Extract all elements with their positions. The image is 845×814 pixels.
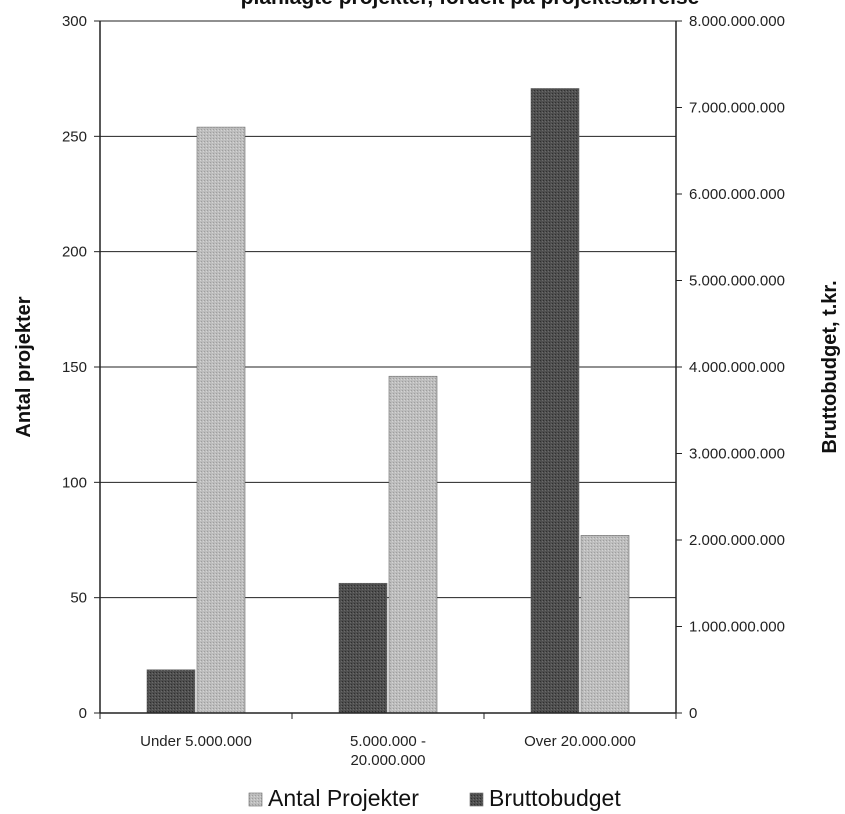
category-labels: Under 5.000.000 5.000.000 -20.000.000 Over… bbox=[140, 733, 636, 769]
left-axis-title: Antal projekter bbox=[13, 296, 35, 437]
right-tick-label: 4.000.000.000 bbox=[689, 359, 785, 376]
bar-antal-projekter bbox=[580, 535, 630, 714]
bar-antal-projekter bbox=[196, 126, 246, 714]
left-axis-ticks: 0 50 100 150 200 250 300 bbox=[62, 13, 100, 722]
right-axis-title: Bruttobudget, t.kr. bbox=[819, 280, 841, 453]
left-tick-label: 100 bbox=[62, 474, 87, 491]
bar-bruttobudget bbox=[338, 582, 388, 714]
right-tick-label: 0 bbox=[689, 705, 697, 722]
left-tick-label: 150 bbox=[62, 359, 87, 376]
bar-bruttobudget bbox=[146, 669, 196, 714]
category-label: 5.000.000 -20.000.000 bbox=[350, 733, 426, 769]
right-tick-label: 8.000.000.000 bbox=[689, 13, 785, 30]
left-tick-label: 50 bbox=[70, 590, 87, 607]
right-tick-label: 3.000.000.000 bbox=[689, 446, 785, 463]
left-tick-label: 200 bbox=[62, 244, 87, 261]
bar-antal-projekter bbox=[388, 375, 438, 714]
legend-swatch bbox=[469, 792, 484, 807]
category-label: Over 20.000.000 bbox=[524, 733, 636, 750]
right-tick-label: 5.000.000.000 bbox=[689, 273, 785, 290]
left-tick-label: 250 bbox=[62, 128, 87, 145]
chart-title: planlagte projekter, fordelt på projekts… bbox=[241, 0, 700, 9]
legend-label: Antal Projekter bbox=[268, 785, 419, 811]
legend-swatch bbox=[248, 792, 263, 807]
right-tick-label: 6.000.000.000 bbox=[689, 186, 785, 203]
bar-bruttobudget bbox=[530, 88, 580, 714]
right-tick-label: 2.000.000.000 bbox=[689, 532, 785, 549]
legend: Antal Projekter Bruttobudget bbox=[248, 785, 621, 811]
left-tick-label: 300 bbox=[62, 13, 87, 30]
bars bbox=[146, 88, 630, 714]
legend-label: Bruttobudget bbox=[489, 785, 621, 811]
category-label: Under 5.000.000 bbox=[140, 733, 252, 750]
right-tick-label: 1.000.000.000 bbox=[689, 619, 785, 636]
right-tick-label: 7.000.000.000 bbox=[689, 100, 785, 117]
gridlines bbox=[100, 20, 676, 599]
left-tick-label: 0 bbox=[79, 705, 87, 722]
right-axis-ticks: 0 1.000.000.000 2.000.000.000 3.000.000.000… bbox=[676, 13, 785, 722]
